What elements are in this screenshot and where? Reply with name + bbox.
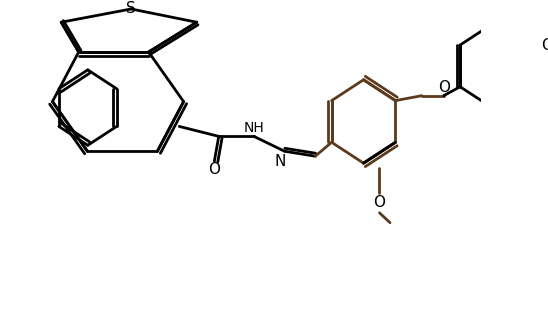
- Text: N: N: [275, 154, 286, 169]
- Text: NH: NH: [243, 121, 264, 136]
- Text: Cl: Cl: [541, 38, 548, 52]
- Text: S: S: [126, 2, 136, 16]
- Text: O: O: [208, 161, 220, 177]
- Text: O: O: [438, 80, 450, 95]
- Text: O: O: [374, 195, 385, 210]
